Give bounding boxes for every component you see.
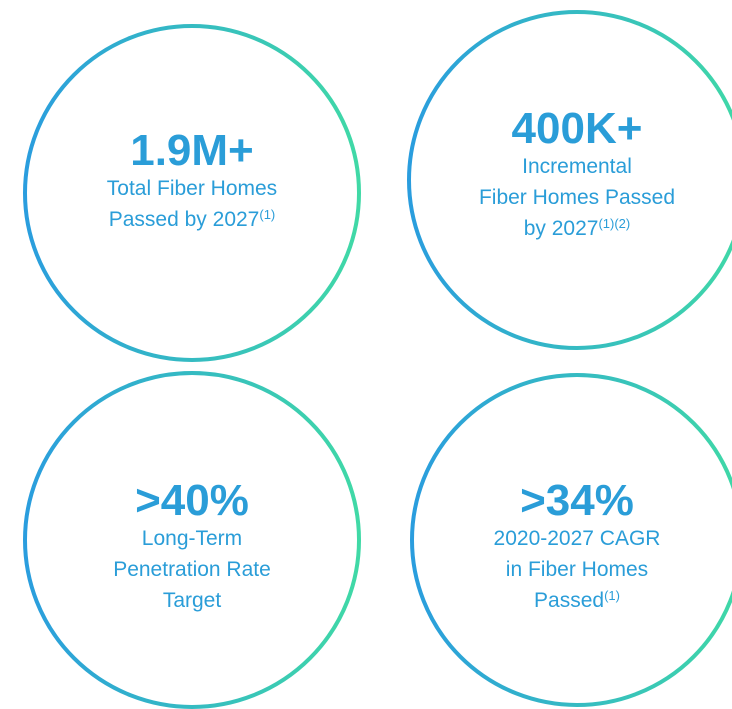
description-text: 2020-2027 CAGR xyxy=(494,527,661,550)
ring xyxy=(410,373,732,707)
description: Incremental xyxy=(522,155,632,178)
description-text: Passed by 2027 xyxy=(109,208,260,231)
description: Penetration Rate xyxy=(113,558,271,581)
description-text: Fiber Homes Passed xyxy=(479,186,675,209)
description: Passed(1) xyxy=(534,588,620,612)
description-text: Penetration Rate xyxy=(113,558,271,581)
description: by 2027(1)(2) xyxy=(524,216,631,240)
ring xyxy=(407,10,732,350)
description-text: Total Fiber Homes xyxy=(107,177,277,200)
description-text: Passed xyxy=(534,589,604,612)
description: 2020-2027 CAGR xyxy=(494,527,661,550)
headline: >40% xyxy=(135,476,249,525)
description-text: by 2027 xyxy=(524,217,599,240)
description-text: Target xyxy=(163,589,222,612)
description-text: in Fiber Homes xyxy=(506,558,648,581)
description-text: Long-Term xyxy=(142,527,242,550)
description-text: Incremental xyxy=(522,155,632,178)
footnote-ref: (1)(2) xyxy=(598,216,630,231)
description: Fiber Homes Passed xyxy=(479,186,675,209)
ring xyxy=(23,24,361,362)
footnote-ref: (1) xyxy=(604,588,620,603)
description: in Fiber Homes xyxy=(506,558,648,581)
ring xyxy=(23,371,361,709)
description: Target xyxy=(163,589,222,612)
description: Passed by 2027(1) xyxy=(109,207,276,231)
headline: 400K+ xyxy=(512,104,643,153)
footnote-ref: (1) xyxy=(259,207,275,222)
description: Total Fiber Homes xyxy=(107,177,277,200)
headline: 1.9M+ xyxy=(130,126,254,175)
description: Long-Term xyxy=(142,527,242,550)
headline: >34% xyxy=(520,476,634,525)
